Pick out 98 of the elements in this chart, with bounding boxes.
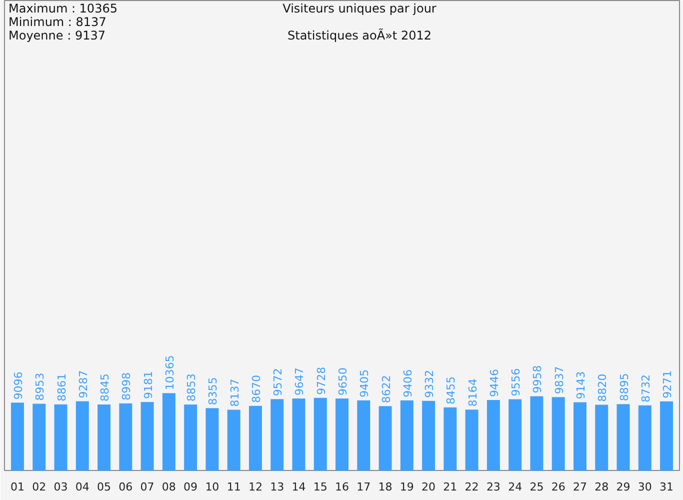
bar: [270, 399, 284, 470]
x-tick-label: 24: [508, 480, 522, 494]
bar: [54, 404, 68, 470]
x-tick-label: 28: [594, 480, 609, 494]
data-label: 9446: [488, 369, 501, 398]
data-label: 8895: [618, 373, 631, 402]
x-tick-label: 29: [616, 480, 630, 494]
data-label: 8455: [444, 376, 458, 404]
x-tick-label: 17: [356, 480, 371, 494]
bar: [486, 400, 500, 470]
data-label: 8355: [206, 377, 220, 406]
data-label: 9572: [272, 368, 285, 396]
bar: [292, 398, 306, 470]
x-tick-label: 31: [660, 480, 674, 494]
x-tick-label: 11: [226, 480, 241, 494]
x-tick-label: 13: [270, 480, 284, 494]
bar: [638, 405, 652, 470]
data-label: 9958: [531, 365, 544, 394]
x-tick-label: 10: [205, 480, 220, 494]
data-label: 8670: [250, 374, 263, 403]
x-tick-label: 30: [638, 480, 652, 494]
bar: [595, 404, 608, 470]
data-label: 8845: [98, 374, 112, 402]
bar: [530, 396, 544, 470]
x-tick-label: 15: [313, 480, 328, 494]
bar: [573, 402, 586, 470]
data-label: 9096: [12, 372, 25, 400]
x-tick-label: 19: [400, 480, 414, 494]
x-tick-label: 26: [551, 480, 566, 494]
data-label: 9405: [358, 369, 372, 398]
bar: [508, 399, 522, 470]
x-tick-label: 06: [118, 480, 133, 494]
x-tick-label: 02: [32, 480, 46, 494]
x-tick-label: 18: [378, 480, 392, 494]
x-tick-label: 14: [292, 480, 306, 494]
bar: [227, 410, 240, 470]
bar: [444, 407, 457, 470]
x-tick-label: 27: [572, 480, 587, 494]
data-label: 8137: [228, 378, 242, 407]
data-label: 9556: [510, 368, 523, 396]
annotation: Minimum : 8137: [8, 15, 106, 29]
annotation: Moyenne : 9137: [8, 28, 106, 42]
bar: [400, 400, 414, 470]
bar: [660, 401, 674, 470]
text: Statistiques aoÃ»t 2012: [288, 28, 432, 42]
x-tick-label: 23: [486, 480, 500, 494]
data-label: 8953: [34, 372, 47, 401]
data-label: 9647: [293, 368, 306, 396]
x-tick-label: 20: [422, 480, 436, 494]
data-label: 8820: [596, 374, 610, 402]
data-label: 9837: [552, 366, 566, 394]
data-label: 8998: [120, 372, 134, 400]
x-tick-label: 16: [335, 480, 349, 494]
chart-title: Visiteurs uniques par jour: [282, 2, 436, 16]
bar: [119, 403, 132, 470]
data-label: 9271: [661, 370, 674, 398]
bar: [314, 398, 327, 470]
bar: [184, 404, 198, 470]
data-label: 8164: [466, 378, 480, 407]
data-label: 10365: [163, 355, 176, 390]
bar: [378, 406, 392, 470]
data-label: 8861: [55, 373, 68, 402]
bar: [248, 406, 262, 470]
bar: [552, 397, 565, 470]
x-tick-label: 03: [54, 480, 68, 494]
bar: [357, 400, 370, 470]
bar: [422, 400, 436, 470]
data-label: 9650: [336, 368, 350, 396]
data-label: 9143: [574, 371, 588, 400]
x-tick-label: 22: [464, 480, 479, 494]
data-label: 8622: [380, 375, 393, 404]
x-tick-label: 07: [140, 480, 154, 494]
bar: [465, 410, 478, 470]
data-label: 9332: [423, 370, 436, 398]
bar: [162, 393, 176, 470]
x-tick-label: 01: [10, 480, 24, 494]
x-tick-label: 12: [248, 480, 262, 494]
bar: [206, 408, 219, 470]
data-label: 9181: [142, 371, 155, 400]
x-tick-label: 04: [75, 480, 90, 494]
bar: [616, 404, 630, 470]
x-tick-label: 21: [443, 480, 458, 494]
data-label: 9728: [314, 366, 328, 395]
bar: [76, 401, 89, 470]
bar: [98, 404, 111, 470]
bar: [336, 398, 348, 470]
x-tick-label: 08: [162, 480, 176, 494]
data-label: 9287: [76, 370, 90, 398]
x-tick-label: 25: [530, 480, 544, 494]
x-tick-label: 09: [184, 480, 198, 494]
data-label: 8853: [185, 373, 198, 402]
bar: [10, 402, 24, 470]
annotation: Maximum : 10365: [8, 2, 118, 16]
bar: [140, 402, 154, 470]
x-tick-label: 05: [97, 480, 112, 494]
data-label: 9406: [401, 369, 414, 398]
data-label: 8732: [639, 374, 652, 402]
bar: [32, 404, 46, 470]
